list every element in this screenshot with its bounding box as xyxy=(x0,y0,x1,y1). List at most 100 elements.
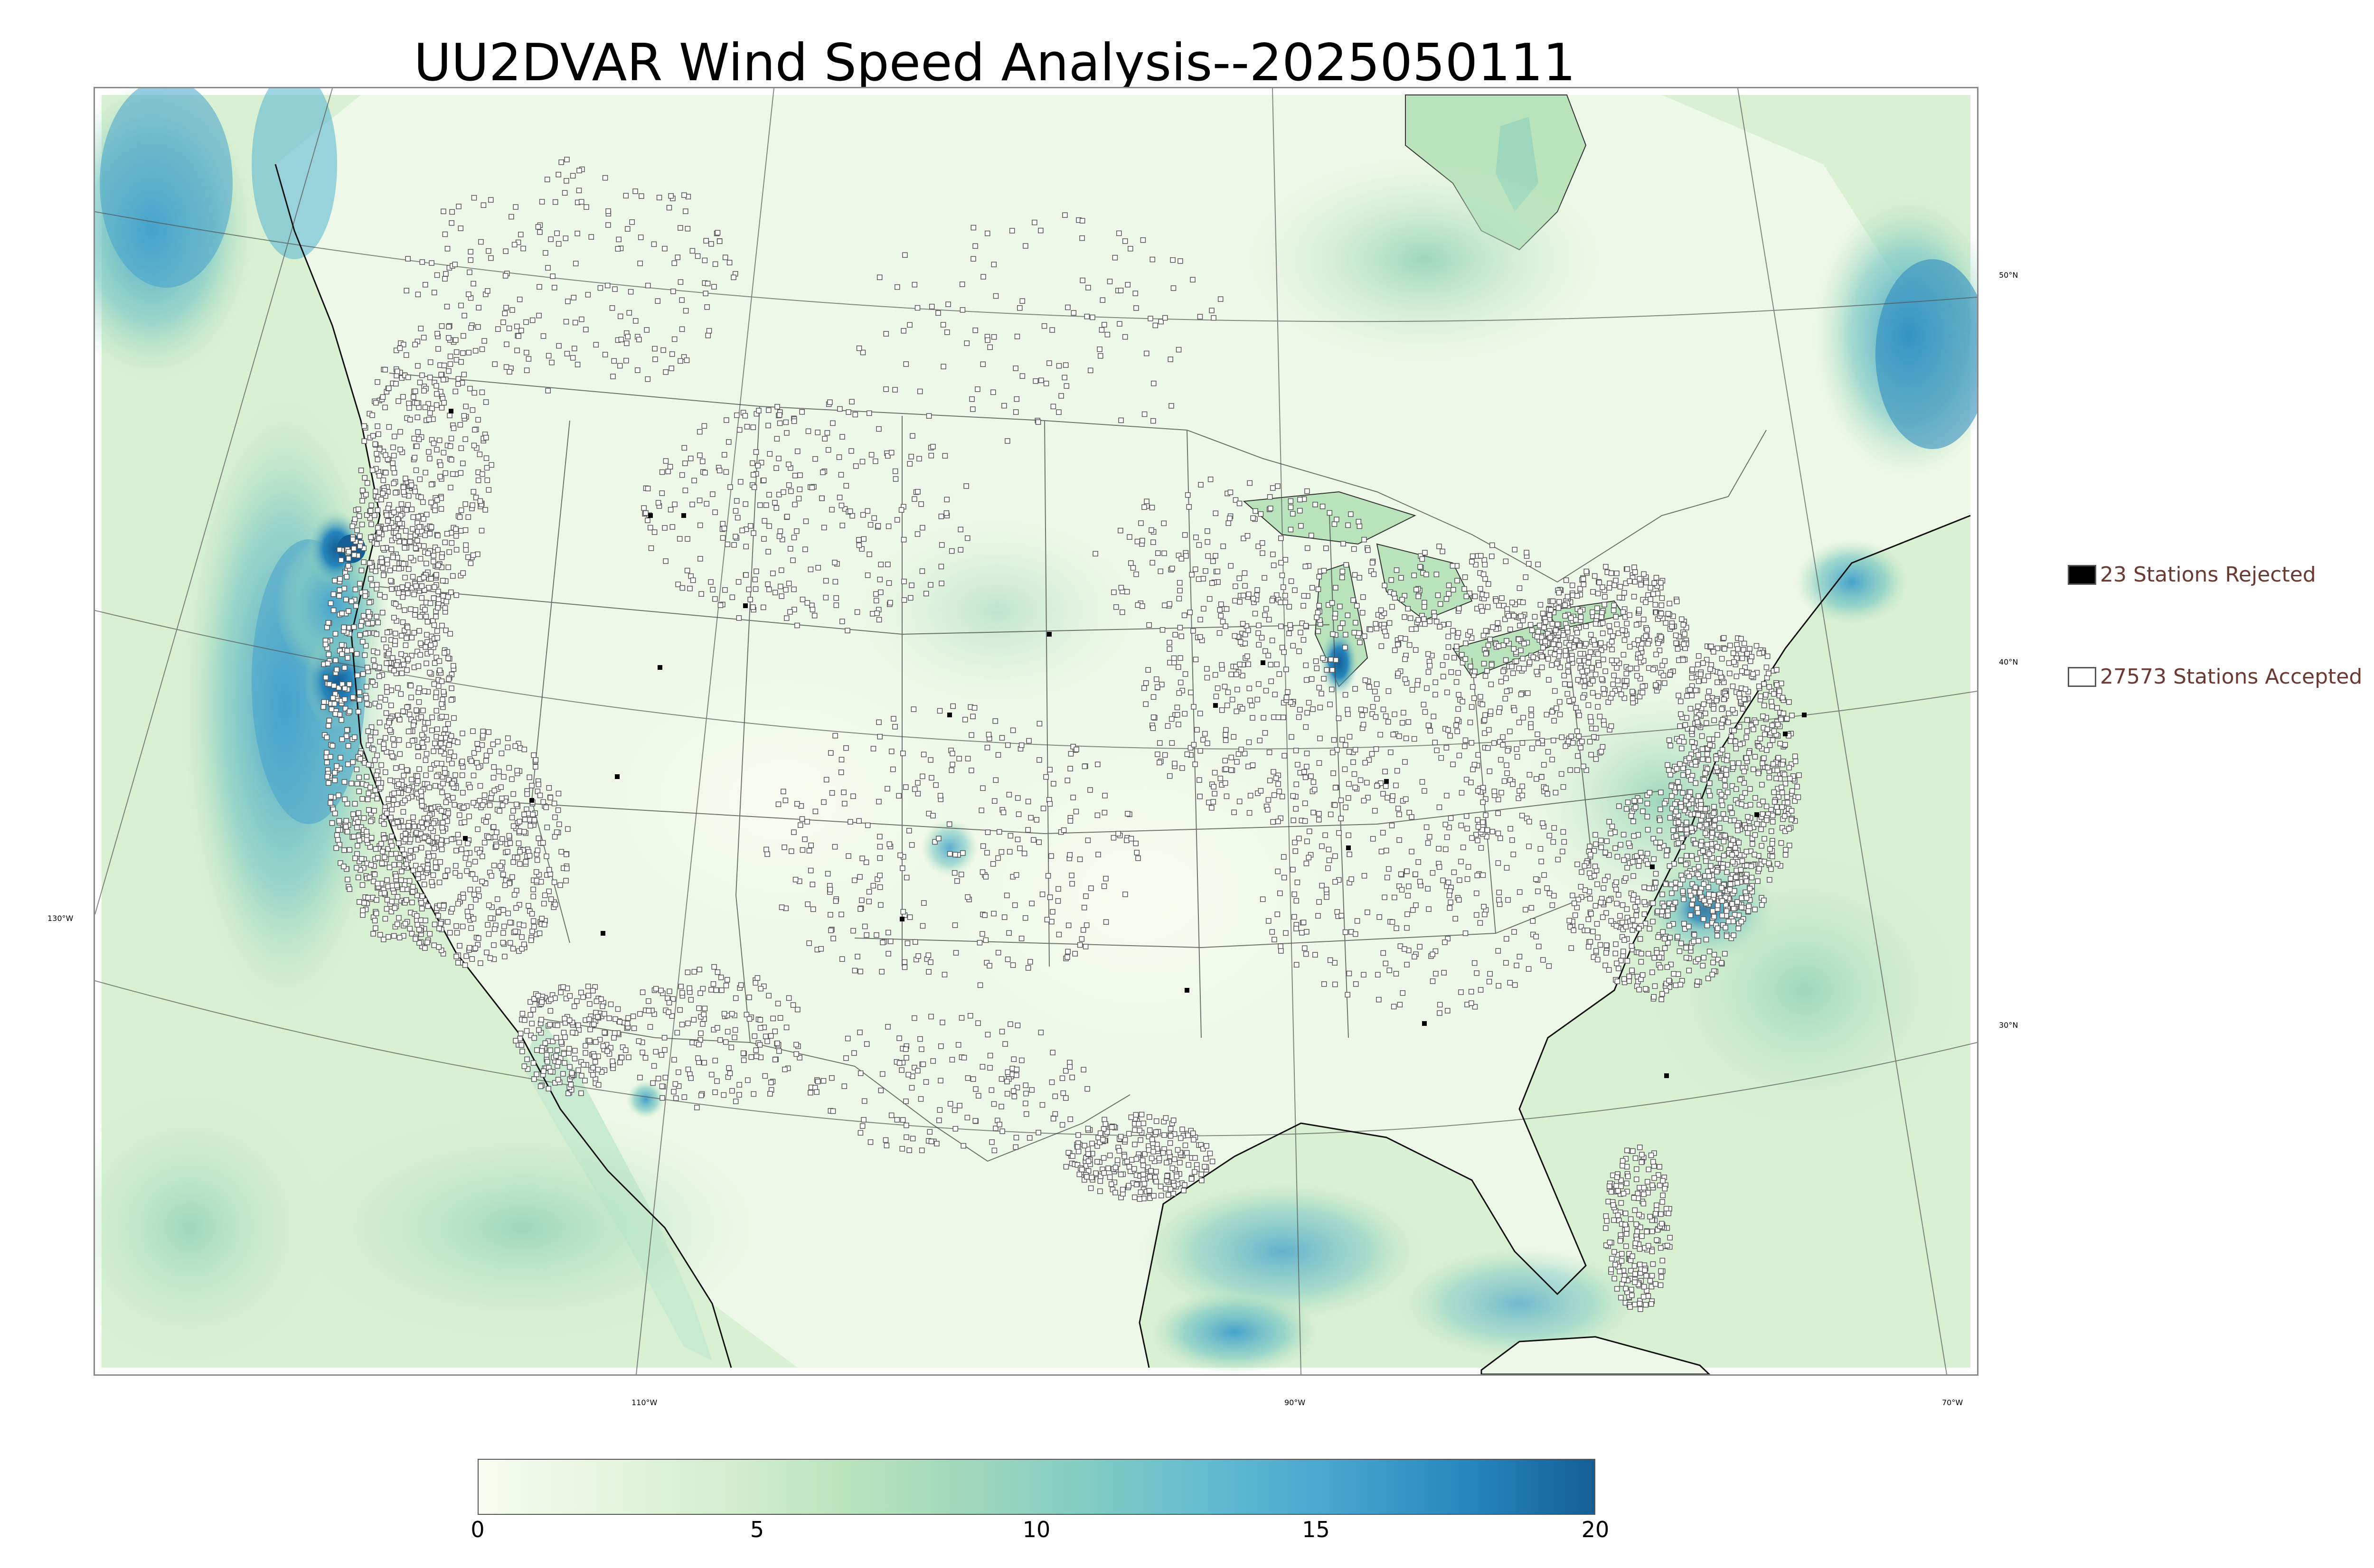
station-accepted xyxy=(977,982,983,988)
station-accepted xyxy=(519,934,525,940)
station-accepted xyxy=(552,901,558,908)
station-accepted xyxy=(433,689,439,695)
station-accepted xyxy=(1275,868,1281,874)
station-accepted xyxy=(1267,778,1273,783)
station-accepted xyxy=(907,914,913,920)
station-accepted xyxy=(375,881,381,887)
station-accepted xyxy=(1464,876,1470,882)
station-accepted xyxy=(1631,892,1637,898)
station-accepted xyxy=(1269,929,1275,935)
station-accepted xyxy=(1686,923,1692,930)
station-accepted xyxy=(746,586,752,592)
station-accepted xyxy=(462,855,469,861)
station-accepted xyxy=(1436,845,1441,852)
station-accepted xyxy=(1495,948,1501,954)
station-accepted xyxy=(406,878,413,884)
station-accepted xyxy=(592,1053,597,1059)
station-accepted xyxy=(460,790,466,796)
station-accepted xyxy=(637,1011,643,1017)
station-accepted xyxy=(1583,641,1589,647)
station-accepted xyxy=(937,793,943,798)
station-accepted xyxy=(1761,755,1767,761)
station-accepted xyxy=(1440,877,1446,883)
station-accepted xyxy=(533,869,539,875)
station-accepted xyxy=(424,821,430,827)
station-accepted xyxy=(1262,612,1268,618)
station-accepted xyxy=(1613,614,1619,620)
station-accepted xyxy=(1442,939,1448,945)
station-accepted xyxy=(1651,1175,1657,1181)
station-accepted xyxy=(724,977,730,983)
station-accepted xyxy=(426,854,432,860)
station-accepted xyxy=(558,849,564,855)
station-accepted xyxy=(1676,840,1681,846)
station-accepted xyxy=(768,1080,774,1085)
station-accepted xyxy=(1652,983,1658,989)
station-accepted xyxy=(501,923,507,930)
station-accepted xyxy=(358,567,365,573)
station-accepted xyxy=(712,1058,718,1063)
station-accepted xyxy=(1082,1143,1087,1149)
station-accepted xyxy=(1426,906,1432,912)
station-accepted xyxy=(384,660,389,666)
station-accepted xyxy=(1430,951,1435,958)
station-accepted xyxy=(540,840,546,846)
station-accepted xyxy=(752,1033,758,1039)
station-accepted xyxy=(455,832,461,837)
station-accepted xyxy=(806,940,812,946)
station-accepted xyxy=(1155,751,1160,757)
station-accepted xyxy=(1720,864,1726,871)
station-accepted xyxy=(1658,634,1664,640)
station-accepted xyxy=(1444,834,1450,840)
station-accepted xyxy=(354,651,360,657)
station-accepted xyxy=(1061,827,1067,833)
station-accepted xyxy=(328,754,333,760)
station-accepted xyxy=(733,508,739,514)
map-panel[interactable] xyxy=(94,87,1978,1376)
station-accepted xyxy=(478,960,483,966)
station-accepted xyxy=(665,995,670,1001)
station-accepted xyxy=(1462,930,1469,936)
station-accepted xyxy=(936,836,942,842)
station-accepted xyxy=(1618,842,1623,848)
station-accepted xyxy=(1507,980,1513,986)
station-accepted xyxy=(697,556,703,562)
station-accepted xyxy=(505,735,511,741)
station-accepted xyxy=(517,902,522,908)
station-accepted xyxy=(388,546,395,552)
station-accepted xyxy=(1665,762,1670,768)
station-accepted xyxy=(1150,1149,1156,1155)
station-accepted xyxy=(1688,777,1694,783)
station-accepted xyxy=(999,735,1005,741)
station-accepted xyxy=(431,748,436,754)
station-accepted xyxy=(1782,780,1789,787)
station-accepted xyxy=(1703,711,1708,716)
station-accepted xyxy=(866,899,872,904)
station-accepted xyxy=(790,1002,796,1008)
station-accepted xyxy=(701,423,707,429)
station-accepted xyxy=(804,819,810,825)
station-accepted xyxy=(384,684,390,690)
station-accepted xyxy=(1700,963,1706,968)
station-accepted xyxy=(1777,741,1783,747)
station-accepted xyxy=(1331,737,1337,743)
station-accepted xyxy=(888,450,895,456)
station-accepted xyxy=(407,848,414,854)
station-accepted xyxy=(1611,673,1617,678)
station-accepted xyxy=(1673,880,1679,885)
station-accepted xyxy=(544,825,550,830)
station-accepted xyxy=(1652,602,1658,608)
station-accepted xyxy=(416,940,422,946)
station-accepted xyxy=(1682,807,1687,813)
station-accepted xyxy=(1370,704,1376,710)
station-accepted xyxy=(431,681,437,687)
station-accepted xyxy=(1708,643,1714,649)
station-accepted xyxy=(1578,614,1584,620)
station-accepted xyxy=(383,769,388,775)
station-accepted xyxy=(565,1090,571,1096)
station-accepted xyxy=(1375,972,1381,978)
station-accepted xyxy=(828,928,834,933)
station-accepted xyxy=(1279,794,1285,799)
station-accepted xyxy=(536,781,541,788)
station-accepted xyxy=(716,468,723,473)
